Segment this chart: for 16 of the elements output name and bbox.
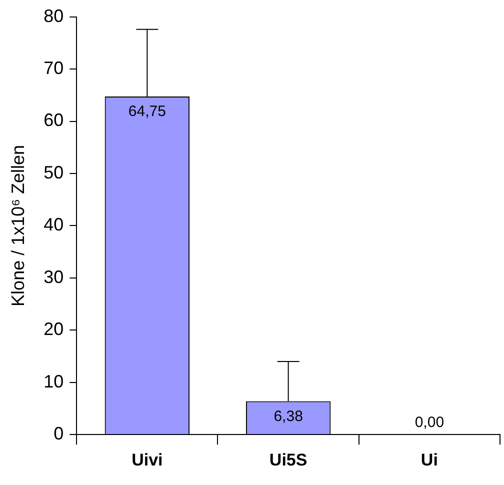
y-tick-label: 50 [44, 162, 64, 182]
y-tick-label: 20 [44, 319, 64, 340]
data-label: 6,38 [274, 408, 303, 425]
y-tick-label: 70 [44, 58, 64, 78]
y-tick-label: 80 [44, 6, 64, 26]
data-label: 64,75 [128, 103, 166, 120]
x-tick-label: Ui5S [269, 450, 308, 470]
y-tick-label: 10 [44, 371, 64, 392]
y-axis-title: Klone / 1x10⁶ Zellen [8, 144, 28, 306]
x-tick-label: Ui [420, 450, 438, 470]
x-tick-label: Uivi [132, 450, 163, 470]
y-tick-label: 0 [54, 424, 64, 444]
data-label: 0,00 [414, 414, 444, 432]
y-tick-label: 60 [44, 110, 64, 130]
y-tick-label: 30 [44, 266, 64, 287]
y-tick-label: 40 [44, 214, 64, 235]
